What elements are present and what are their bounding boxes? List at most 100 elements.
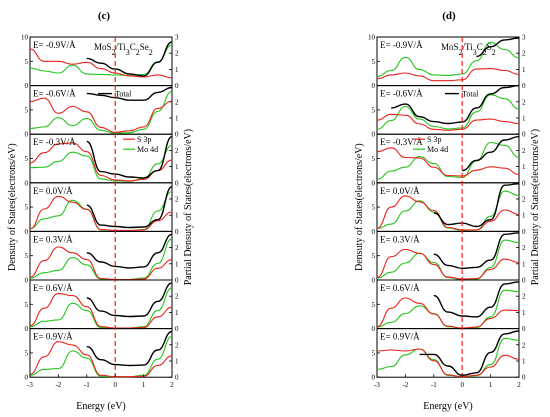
y-axis-label-right: Partial Densuty of States(electrons/eV) [183,129,194,285]
left-tick-label: 5 [372,349,376,357]
left-tick-label: 0 [372,131,376,139]
field-label: E= 0.0V/Å [33,186,73,196]
left-tick-label: 10 [368,34,376,42]
left-tick-label: 5 [372,106,376,114]
field-label: E= 0.3V/Å [380,234,420,244]
right-tick-label: 0 [175,131,179,139]
subpanel-6: 0 5 0 1 2 E= 0.9V/Å [25,328,179,382]
left-tick-label: 0 [372,228,376,236]
x-tick-label: -3 [374,381,380,389]
subpanel-3: 0 5 0 1 2 E= 0.0V/Å [372,182,526,236]
right-tick-label: 2 [522,244,526,252]
mo4d-curve [29,144,173,182]
mo4d-curve [376,141,520,180]
subpanel-3: 0 5 0 1 2 E= 0.0V/Å [25,182,179,236]
left-tick-label: 0 [372,82,376,90]
right-tick-label: 2 [175,50,179,58]
x-tick-label: 0 [460,381,464,389]
panel-label: (c) [98,10,111,22]
right-tick-label: 1 [522,309,526,317]
field-label: E= 0.6V/Å [33,283,73,293]
right-tick-label: 1 [175,66,179,74]
field-label: E= -0.6V/Å [380,89,423,99]
right-tick-label: 1 [522,358,526,366]
total-curve [419,330,520,377]
total-curve [86,282,173,318]
field-label: E= -0.6V/Å [33,89,76,99]
field-label: E= -0.9V/Å [380,40,423,50]
left-tick-label: 0 [25,131,29,139]
right-tick-label: 3 [522,34,526,42]
subpanel-1: 0 5 0 1 2 E= -0.6V/Å Total [372,84,526,139]
compound-label: MoS2/Ti3C2Se2 [94,42,153,57]
x-tick-label: -2 [55,381,61,389]
legend-total-label: Total [462,90,479,99]
total-curve [86,233,173,269]
s3p-curve [29,293,173,329]
right-tick-label: 1 [522,66,526,74]
right-tick-label: 1 [175,163,179,171]
field-label: E= 0.3V/Å [33,234,73,244]
left-tick-label: 0 [25,82,29,90]
s3p-curve [376,68,520,82]
s3p-curve [29,246,173,281]
left-tick-label: 0 [372,179,376,187]
s3p-curve [376,248,520,280]
s3p-curve [29,97,173,133]
right-tick-label: 0 [522,82,526,90]
right-tick-label: 2 [522,98,526,106]
legend-s3p-label: S 3p [427,135,441,144]
left-tick-label: 0 [25,374,29,382]
mo4d-curve [29,90,173,134]
s3p-curve [376,348,520,378]
left-tick-label: 5 [25,252,29,260]
mo4d-curve [376,94,520,130]
left-tick-label: 5 [372,58,376,66]
subpanel-0: 0 5 10 0 1 2 3 E= -0.9V/Å MoS2/Ti3C2Se2 [21,34,179,91]
total-curve [476,37,520,58]
right-tick-label: 2 [175,293,179,301]
subpanel-4: 0 5 0 1 2 E= 0.3V/Å [372,230,526,285]
total-curve [86,135,173,179]
field-label: E= 0.6V/Å [380,283,420,293]
left-tick-label: 5 [25,301,29,309]
right-tick-label: 2 [175,196,179,204]
right-tick-label: 2 [175,147,179,155]
mo4d-curve [29,335,173,378]
right-tick-label: 0 [522,179,526,187]
left-tick-label: 5 [372,252,376,260]
x-tick-label: -2 [402,381,408,389]
total-curve [462,135,520,172]
x-tick-label: -3 [27,381,33,389]
s3p-curve [29,142,173,182]
total-curve [86,86,173,101]
field-label: E= 0.0V/Å [380,186,420,196]
subpanel-0: 0 5 10 0 1 2 3 E= -0.9V/Å MoS2/Ti3C2S2 [368,34,526,91]
left-tick-label: 0 [25,325,29,333]
right-tick-label: 1 [522,115,526,123]
legend-total-label: Total [115,90,132,99]
left-tick-label: 5 [25,155,29,163]
right-tick-label: 2 [175,244,179,252]
s3p-curve [29,195,173,231]
right-tick-label: 1 [175,260,179,268]
total-curve [433,232,520,270]
total-curve [433,281,520,318]
total-curve [86,41,173,77]
s3p-curve [29,48,173,79]
legend-mo4d-label: Mo 4d [427,145,448,154]
s3p-curve [376,147,520,177]
subpanel-5: 0 5 0 1 2 E= 0.6V/Å [372,279,526,333]
field-label: E= -0.9V/Å [33,40,76,50]
right-tick-label: 2 [522,341,526,349]
s3p-curve [376,195,520,231]
right-tick-label: 0 [175,277,179,285]
left-tick-label: 0 [372,325,376,333]
left-tick-label: 5 [25,106,29,114]
x-axis-label: Energy (eV) [423,401,473,412]
total-curve [433,183,520,228]
y-axis-label-left: Densuty of States(electrons/eV) [7,143,18,271]
